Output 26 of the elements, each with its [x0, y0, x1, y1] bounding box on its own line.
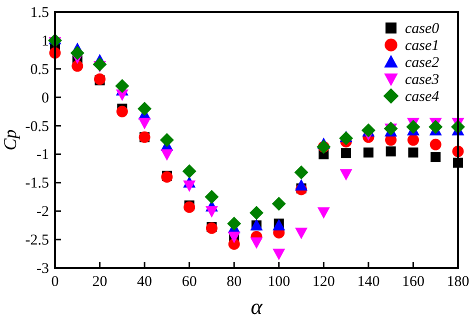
y-tick-label: -0.5 — [25, 118, 49, 135]
x-tick-label: 160 — [402, 274, 424, 290]
x-tick-label: 20 — [92, 274, 108, 290]
x-tick-label: 60 — [182, 274, 197, 290]
legend-label: case3 — [405, 72, 440, 88]
y-tick-label: 1 — [42, 33, 49, 50]
y-tick-label: -3 — [36, 261, 49, 277]
legend-label: case0 — [405, 21, 440, 37]
y-tick-label: -2 — [36, 204, 49, 220]
y-tick-label: 0 — [42, 90, 49, 106]
legend-label: case4 — [405, 89, 440, 105]
x-tick-label: 180 — [446, 274, 470, 290]
y-tick-label: -2.5 — [25, 232, 49, 249]
x-tick-label: 40 — [137, 274, 152, 290]
x-tick-label: 80 — [226, 274, 242, 290]
x-tick-label: 100 — [268, 274, 290, 290]
legend-label: case1 — [405, 38, 440, 54]
y-tick-label: -1 — [36, 147, 49, 164]
y-tick-label: 0.5 — [30, 62, 49, 78]
x-tick-label: 120 — [312, 274, 335, 290]
y-tick-label: -1.5 — [25, 176, 49, 192]
legend-label: case2 — [405, 55, 440, 71]
y-axis-title: Cp — [0, 129, 20, 151]
y-tick-label: 1.5 — [30, 5, 49, 21]
x-tick-label: 140 — [357, 274, 380, 290]
x-axis-title: α — [250, 294, 263, 319]
